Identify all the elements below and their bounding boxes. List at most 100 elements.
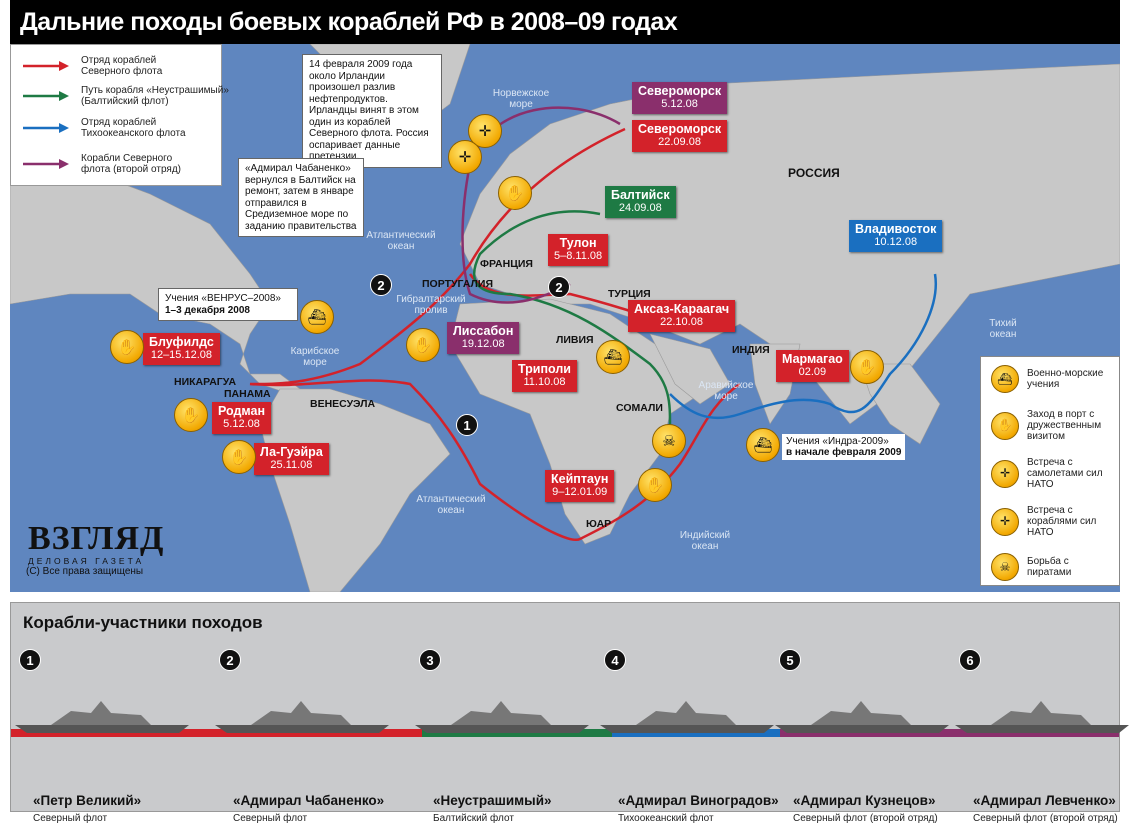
ships-panel: Корабли-участники походов 1 «Петр Велики… bbox=[10, 602, 1129, 824]
exercise-icon: ⛴ bbox=[596, 340, 630, 374]
label-atlantic-n: Атлантический океан bbox=[366, 230, 436, 252]
fleet-stripe-segment bbox=[422, 729, 612, 737]
ship-number: 1 bbox=[19, 649, 41, 671]
route-legend: Отряд кораблей Северного флота Путь кора… bbox=[10, 44, 229, 186]
label-atlantic-s: Атлантический океан bbox=[416, 494, 486, 516]
ship-image bbox=[15, 701, 189, 733]
label-rsa: ЮАР bbox=[586, 518, 612, 530]
handshake-icon: ✋ bbox=[498, 176, 532, 210]
logo: ВЗГЛЯД ДЕЛОВАЯ ГАЗЕТА bbox=[28, 520, 165, 567]
label-venezuela: ВЕНЕСУЭЛА bbox=[310, 398, 376, 410]
ships-title: Корабли-участники походов bbox=[23, 613, 263, 632]
pirate-icon: ☠ bbox=[991, 553, 1019, 581]
label-india: ИНДИЯ bbox=[732, 344, 770, 356]
label-arabian-sea: Аравийское море bbox=[698, 380, 754, 402]
logo-word: ВЗГЛЯД bbox=[28, 520, 165, 557]
map: 14 февраля 2009 года около Ирландии прои… bbox=[10, 44, 1120, 592]
fleet-stripe-segment bbox=[219, 729, 422, 737]
ship-name: «Адмирал Кузнецов» bbox=[793, 793, 936, 808]
exercise-icon: ⛴ bbox=[746, 428, 780, 462]
land-south-america bbox=[259, 388, 451, 592]
label-gibraltar: Гибралтарский пролив bbox=[396, 294, 466, 316]
label-russia: РОССИЯ bbox=[788, 166, 840, 180]
fleet-stripe-segment bbox=[780, 729, 955, 737]
handshake-icon: ✋ bbox=[638, 468, 672, 502]
marker-ship-2b: 2 bbox=[548, 276, 570, 298]
ship-name: «Неустрашимый» bbox=[433, 793, 552, 808]
nato-ships-icon: ✛ bbox=[991, 507, 1019, 536]
page-title: Дальние походы боевых кораблей РФ в 2008… bbox=[10, 0, 1120, 44]
port-cape-town: Кейптаун 9–12.01.09 bbox=[545, 470, 615, 502]
marker-ship-1: 1 bbox=[456, 414, 478, 436]
ship-number: 5 bbox=[779, 649, 801, 671]
ship-number: 3 bbox=[419, 649, 441, 671]
ship-number: 6 bbox=[959, 649, 981, 671]
legend-northern: Отряд кораблей Северного флота bbox=[23, 55, 201, 77]
note-ireland: 14 февраля 2009 года около Ирландии прои… bbox=[302, 54, 442, 168]
fleet-color-stripe bbox=[11, 729, 1119, 737]
ship-name: «Петр Великий» bbox=[33, 793, 142, 808]
legend-pacific: Отряд кораблей Тихоокеанского флота bbox=[23, 117, 201, 139]
handshake-icon: ✋ bbox=[174, 398, 208, 432]
label-somalia: СОМАЛИ bbox=[616, 402, 663, 414]
route-northern-2 bbox=[461, 106, 621, 304]
legend2-nato-ships: ✛ Встреча с кораблями сил НАТО bbox=[991, 505, 1107, 538]
label-france: ФРАНЦИЯ bbox=[480, 258, 533, 270]
label-turkey: ТУРЦИЯ bbox=[608, 288, 651, 300]
fleet-stripe-segment bbox=[955, 729, 1119, 737]
land-arabia bbox=[649, 333, 731, 405]
indra-date: в начале февраля 2009 bbox=[786, 447, 902, 458]
venrus-date: 1–3 декабря 2008 bbox=[165, 304, 250, 316]
label-portugal: ПОРТУГАЛИЯ bbox=[422, 278, 493, 290]
port-severomorsk: Североморск 22.09.08 bbox=[632, 120, 728, 152]
legend-baltic: Путь корабля «Неустрашимый» (Балтийский … bbox=[23, 85, 231, 107]
port-lisbon: Лиссабон 19.12.08 bbox=[447, 322, 520, 354]
nato-ships-icon: ✛ bbox=[448, 140, 482, 174]
port-toulon: Тулон 5–8.11.08 bbox=[548, 234, 609, 266]
handshake-icon: ✋ bbox=[850, 350, 884, 384]
label-pacific: Тихий океан bbox=[989, 318, 1017, 340]
port-baltiysk: Балтийск 24.09.08 bbox=[605, 186, 676, 218]
port-severomorsk-2: Североморск 5.12.08 bbox=[632, 82, 728, 114]
label-norwegian-sea: Норвежское море bbox=[492, 88, 550, 110]
label-indian: Индийский океан bbox=[679, 530, 731, 552]
port-la-guaira: Ла-Гуэйра 25.11.08 bbox=[254, 443, 329, 475]
ship-name: «Адмирал Левченко» bbox=[973, 793, 1116, 808]
ship-image bbox=[600, 701, 774, 733]
port-rodman: Родман 5.12.08 bbox=[212, 402, 272, 434]
marker-ship-2: 2 bbox=[370, 274, 392, 296]
port-marmagao: Мармагао 02.09 bbox=[776, 350, 849, 382]
ship-number: 4 bbox=[604, 649, 626, 671]
legend2-visit: ✋ Заход в порт с дружественным визитом bbox=[991, 409, 1107, 442]
handshake-icon: ✋ bbox=[406, 328, 440, 362]
pirate-icon: ☠ bbox=[652, 424, 686, 458]
handshake-icon: ✋ bbox=[110, 330, 144, 364]
label-nicaragua: НИКАРАГУА bbox=[174, 376, 237, 388]
indra-title: Учения «Индра-2009» bbox=[786, 436, 889, 447]
handshake-icon: ✋ bbox=[222, 440, 256, 474]
ship-image bbox=[415, 701, 589, 733]
ship-image bbox=[215, 701, 389, 733]
venrus-title: Учения «ВЕНРУС–2008» bbox=[165, 293, 281, 304]
note-chabanenko: «Адмирал Чабаненко» вернулся в Балтийск … bbox=[238, 158, 364, 237]
land-se-asia bbox=[859, 363, 941, 445]
ship-image bbox=[775, 701, 949, 733]
copyright: (С) Все права защищены bbox=[26, 566, 144, 577]
label-libya: ЛИВИЯ bbox=[556, 334, 594, 346]
legend2-pirates: ☠ Борьба с пиратами bbox=[991, 553, 1097, 581]
ship-image bbox=[955, 701, 1129, 733]
exercise-icon: ⛴ bbox=[300, 300, 334, 334]
legend2-nato-aircraft: ✛ Встреча с самолетами сил НАТО bbox=[991, 457, 1107, 490]
port-vladivostok: Владивосток 10.12.08 bbox=[849, 220, 943, 252]
label-panama: ПАНАМА bbox=[224, 388, 271, 400]
fleet-stripe-segment bbox=[11, 729, 219, 737]
handshake-icon: ✋ bbox=[991, 411, 1019, 440]
route-pacific bbox=[669, 273, 938, 420]
logo-sub: ДЕЛОВАЯ ГАЗЕТА bbox=[28, 556, 145, 566]
port-tripoli: Триполи 11.10.08 bbox=[512, 360, 577, 392]
icon-legend: ⛴ Военно-морские учения ✋ Заход в порт с д… bbox=[980, 356, 1120, 586]
note-venrus: Учения «ВЕНРУС–2008» 1–3 декабря 2008 bbox=[158, 288, 298, 321]
ship-number: 2 bbox=[219, 649, 241, 671]
exercise-icon: ⛴ bbox=[991, 365, 1019, 393]
route-baltic bbox=[472, 210, 672, 425]
